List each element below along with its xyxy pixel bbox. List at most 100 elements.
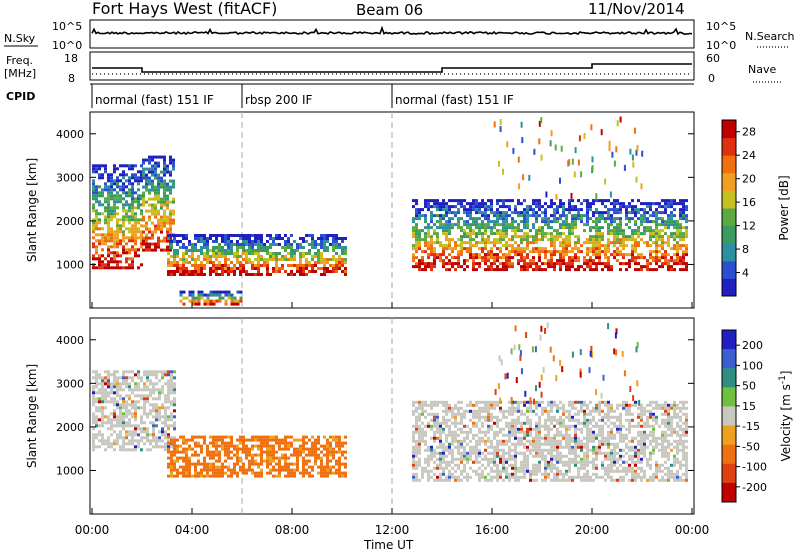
data-cell	[140, 430, 143, 434]
data-cell	[565, 265, 568, 269]
data-cell	[412, 256, 415, 260]
data-cell	[481, 469, 484, 473]
data-cell	[448, 472, 451, 476]
data-cell	[157, 221, 160, 225]
data-cell	[200, 468, 203, 472]
data-cell	[113, 188, 116, 192]
data-cell	[490, 424, 493, 428]
data-cell	[107, 215, 110, 219]
data-cell	[586, 424, 589, 428]
data-cell	[673, 220, 676, 224]
data-cell	[104, 170, 107, 174]
data-cell	[586, 403, 589, 407]
data-cell	[577, 259, 580, 263]
data-cell	[173, 261, 176, 264]
data-cell	[119, 415, 122, 419]
data-cell	[116, 418, 119, 422]
data-cell	[95, 188, 98, 192]
data-cell	[269, 459, 272, 463]
data-cell	[424, 205, 427, 209]
data-cell	[119, 403, 122, 407]
data-cell	[454, 268, 457, 272]
data-cell	[125, 248, 128, 252]
data-cell	[148, 191, 151, 195]
data-cell	[445, 223, 448, 227]
data-cell	[146, 397, 149, 401]
data-cell	[430, 424, 433, 428]
data-cell	[484, 241, 487, 245]
data-cell	[113, 415, 116, 419]
data-cell	[332, 237, 335, 240]
data-cell	[538, 433, 541, 437]
data-cell	[101, 418, 104, 422]
data-cell	[299, 267, 302, 270]
data-cell	[131, 197, 134, 201]
data-cell	[685, 235, 688, 239]
data-cell	[415, 454, 418, 458]
data-cell	[415, 427, 418, 431]
data-cell	[157, 236, 160, 240]
data-cell	[583, 229, 586, 233]
data-cell	[293, 264, 296, 267]
data-cell	[556, 229, 559, 233]
data-cell	[589, 256, 592, 260]
data-cell	[157, 239, 160, 243]
data-cell	[146, 436, 149, 440]
data-cell	[137, 221, 140, 225]
data-cell	[424, 400, 427, 404]
data-cell	[163, 161, 166, 165]
data-cell	[257, 444, 260, 448]
data-cell	[173, 385, 176, 389]
data-cell	[595, 247, 598, 251]
data-cell	[254, 243, 257, 246]
data-cell	[571, 199, 574, 203]
data-cell	[146, 373, 149, 377]
data-cell	[167, 397, 170, 401]
data-cell	[92, 439, 95, 443]
data-cell	[110, 424, 113, 428]
data-cell	[95, 379, 98, 383]
data-cell	[529, 451, 532, 455]
data-cell	[320, 234, 323, 237]
data-cell	[439, 220, 442, 224]
data-cell	[595, 262, 598, 266]
data-cell	[176, 267, 179, 270]
data-cell	[203, 243, 206, 246]
data-cell	[170, 234, 173, 237]
data-cell	[586, 475, 589, 479]
data-cell	[154, 197, 157, 201]
data-cell	[269, 444, 272, 448]
data-cell	[628, 220, 631, 224]
data-cell	[436, 427, 439, 431]
data-cell	[496, 415, 499, 419]
data-cell	[445, 238, 448, 242]
data-cell	[532, 448, 535, 452]
data-cell	[571, 445, 574, 449]
data-cell	[439, 430, 442, 434]
data-cell	[550, 202, 553, 206]
data-cell	[547, 232, 550, 236]
data-cell	[484, 205, 487, 209]
data-cell	[526, 466, 529, 470]
data-cell	[143, 409, 146, 413]
data-cell	[272, 456, 275, 460]
data-cell	[571, 400, 574, 404]
data-cell	[634, 247, 637, 251]
data-cell	[163, 212, 166, 216]
data-cell	[166, 182, 169, 186]
data-cell	[631, 199, 634, 203]
data-cell	[583, 199, 586, 203]
data-cell	[200, 237, 203, 240]
data-cell	[163, 155, 166, 159]
data-cell	[475, 199, 478, 203]
data-cell	[667, 268, 670, 272]
data-cell	[200, 444, 203, 448]
data-cell	[643, 220, 646, 224]
data-cell	[550, 241, 553, 245]
data-cell	[541, 217, 544, 221]
data-cell	[122, 206, 125, 210]
data-cell	[191, 296, 195, 300]
data-cell	[299, 270, 302, 273]
data-cell	[236, 462, 239, 466]
data-cell	[487, 430, 490, 434]
